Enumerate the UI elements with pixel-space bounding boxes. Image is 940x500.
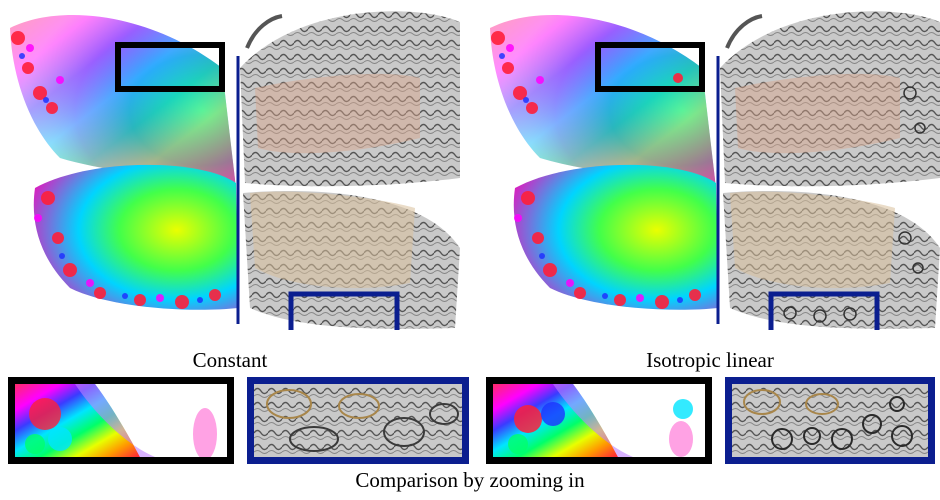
inset-box-blue — [768, 291, 880, 330]
zoom-isotropic-blue — [725, 377, 935, 464]
color-field-half — [10, 15, 238, 310]
zoom-isotropic-black — [486, 377, 712, 464]
inset-box-blue — [288, 291, 400, 330]
texture-field-half — [720, 11, 940, 329]
caption-constant: Constant — [192, 348, 268, 372]
zoom-constant-black — [8, 377, 234, 464]
butterfly-figure — [10, 11, 460, 330]
panel-isotropic-linear — [480, 8, 940, 330]
zoom-constant-blue — [247, 377, 469, 464]
inset-box-black — [595, 42, 705, 92]
texture-field-half — [240, 11, 460, 329]
caption-isotropic-linear: Isotropic linear — [646, 348, 774, 372]
butterfly-figure — [490, 11, 940, 330]
figure-caption: Comparison by zooming in — [355, 468, 585, 492]
color-field-half — [490, 15, 718, 310]
inset-box-black — [115, 42, 225, 92]
panel-constant — [0, 8, 460, 330]
